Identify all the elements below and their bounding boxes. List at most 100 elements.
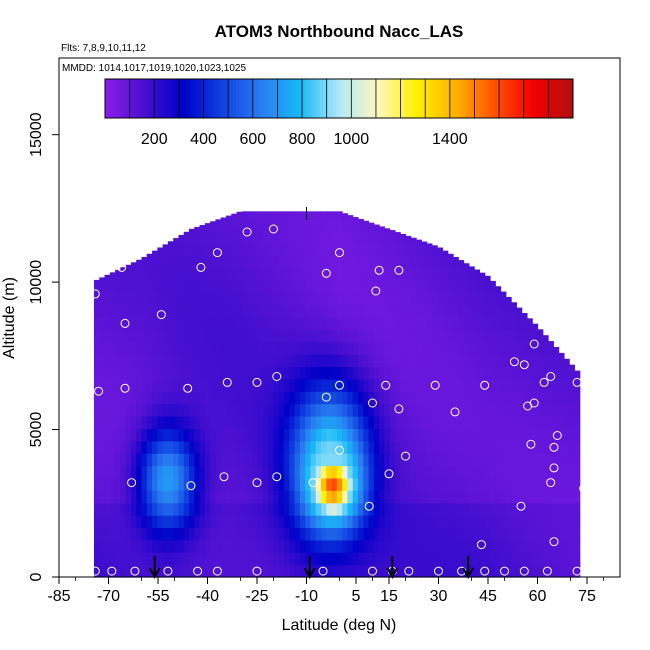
heatmap-cell	[394, 527, 401, 541]
heatmap-cell	[321, 242, 327, 256]
heatmap-cell	[241, 415, 248, 429]
heatmap-cell	[368, 279, 375, 293]
heatmap-cell	[183, 354, 190, 368]
heatmap-cell	[215, 316, 222, 330]
heatmap-cell	[178, 477, 185, 491]
heatmap-cell	[284, 354, 290, 368]
heatmap-cell	[104, 502, 111, 516]
heatmap-cell	[273, 527, 280, 541]
heatmap-cell	[146, 477, 153, 491]
heatmap-cell	[236, 366, 243, 380]
heatmap-cell	[405, 366, 412, 380]
heatmap-cell	[569, 403, 576, 417]
heatmap-cell	[167, 378, 174, 392]
heatmap-cell	[479, 378, 486, 392]
heatmap-cell	[474, 341, 481, 355]
heatmap-cell	[231, 354, 238, 368]
heatmap-cell	[215, 415, 222, 429]
heatmap-cell	[183, 292, 190, 306]
heatmap-cell	[299, 564, 306, 578]
heatmap-cell	[157, 403, 164, 417]
heatmap-cell	[379, 304, 385, 318]
heatmap-cell	[93, 403, 100, 417]
heatmap-cell	[236, 242, 243, 256]
heatmap-cell	[262, 292, 269, 306]
heatmap-cell	[252, 564, 259, 578]
heatmap-cell	[379, 341, 385, 355]
heatmap-cell	[537, 465, 544, 479]
heatmap-cell	[458, 354, 465, 368]
heatmap-cell	[553, 403, 560, 417]
heatmap-cell	[563, 366, 570, 380]
colorbar-strip	[151, 79, 156, 118]
heatmap-cell	[115, 477, 121, 491]
heatmap-cell	[389, 230, 396, 231]
heatmap-cell	[352, 539, 359, 553]
heatmap-cell	[178, 415, 185, 429]
heatmap-cell	[194, 354, 201, 368]
heatmap-cell	[363, 465, 370, 479]
heatmap-cell	[342, 378, 349, 392]
heatmap-cell	[146, 366, 153, 380]
heatmap-cell	[394, 391, 401, 405]
heatmap-cell	[342, 391, 349, 405]
heatmap-cell	[326, 502, 333, 516]
heatmap-cell	[125, 341, 132, 355]
heatmap-cell	[505, 490, 512, 504]
heatmap-cell	[225, 564, 232, 578]
heatmap-cell	[569, 428, 576, 442]
heatmap-cell	[410, 279, 417, 293]
heatmap-cell	[289, 316, 296, 330]
colorbar-strip	[310, 79, 315, 118]
heatmap-cell	[474, 316, 481, 330]
heatmap-cell	[453, 341, 459, 355]
colorbar-strip	[289, 79, 293, 118]
colorbar-strip	[167, 79, 172, 118]
heatmap-cell	[294, 304, 301, 318]
heatmap-cell	[421, 415, 428, 429]
heatmap-cell	[268, 329, 275, 343]
heatmap-cell	[389, 230, 396, 244]
heatmap-cell	[115, 428, 121, 442]
heatmap-cell	[416, 428, 422, 442]
heatmap-cell	[505, 316, 512, 330]
heatmap-cell	[220, 453, 227, 467]
heatmap-cell	[141, 316, 148, 330]
heatmap-cell	[526, 329, 533, 343]
heatmap-cell	[336, 490, 343, 504]
heatmap-cell	[384, 230, 391, 244]
sample-point	[242, 227, 252, 237]
heatmap-cell	[130, 391, 137, 405]
heatmap-cell	[400, 279, 407, 293]
heatmap-cell	[394, 552, 401, 566]
heatmap-cell	[511, 564, 517, 578]
heatmap-cell	[342, 552, 349, 566]
heatmap-cell	[384, 279, 391, 293]
heatmap-cell	[294, 391, 301, 405]
heatmap-cell	[542, 465, 549, 479]
heatmap-cell	[167, 477, 174, 491]
colorbar-strip	[279, 79, 284, 118]
heatmap-cell	[210, 539, 217, 553]
heatmap-cell	[400, 490, 407, 504]
heatmap-cell	[463, 440, 470, 454]
heatmap-cell	[426, 527, 433, 541]
heatmap-cell	[215, 552, 222, 566]
heatmap-cell	[357, 515, 364, 529]
heatmap-cell	[394, 440, 401, 454]
heatmap-cell	[442, 329, 449, 343]
heatmap-cell	[363, 428, 370, 442]
heatmap-cell	[178, 234, 185, 244]
sample-point	[127, 478, 137, 488]
heatmap-cell	[463, 304, 470, 318]
heatmap-cell	[162, 477, 169, 491]
heatmap-cell	[379, 465, 385, 479]
heatmap-cell	[157, 564, 164, 578]
heatmap-cell	[162, 527, 169, 541]
heatmap-cell	[431, 490, 438, 504]
heatmap-cell	[268, 354, 275, 368]
heatmap-cell	[526, 403, 533, 417]
heatmap-cell	[294, 267, 301, 281]
heatmap-cell	[93, 490, 100, 504]
heatmap-cell	[405, 403, 412, 417]
